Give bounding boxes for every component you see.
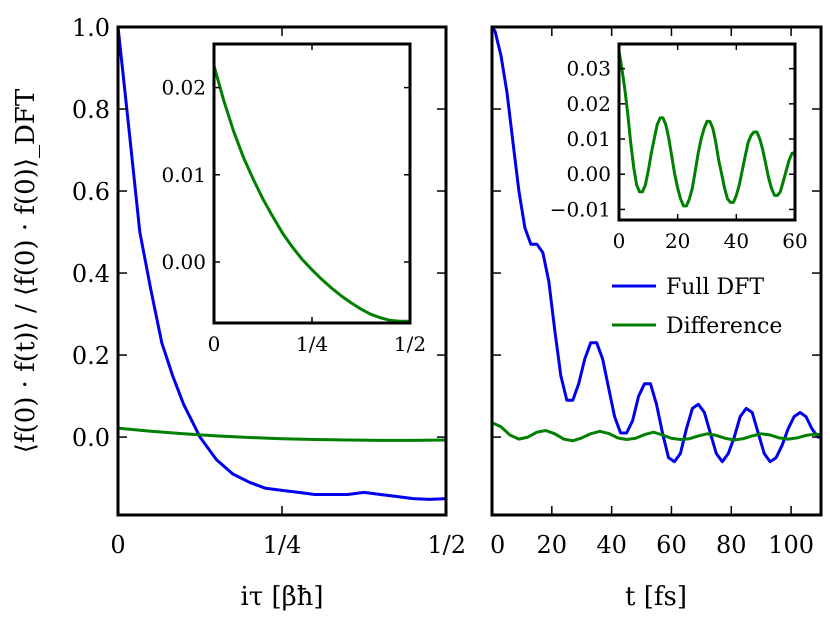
- legend-label-difference: Difference: [666, 314, 782, 339]
- left-main-ytick-label: 0.6: [72, 178, 110, 206]
- right-main-series-layer: [492, 27, 821, 464]
- right-inset-ytick-label: 0.00: [566, 162, 611, 186]
- right-main-xtick-label: 60: [656, 531, 687, 559]
- left-main-ytick-label: 0.8: [72, 96, 110, 124]
- left-main-xtick-label: 1/2: [427, 531, 466, 559]
- left-main-series-layer: [118, 27, 446, 501]
- right-inset-series-layer: [619, 50, 795, 208]
- left-inset-yticks: 0.00 0.01 0.02: [161, 76, 410, 274]
- right-inset-ytick-label: 0.01: [566, 127, 611, 151]
- left-main-ytick-label: 0.0: [72, 424, 110, 452]
- right-panel: 0 20 40 60 80 100 0 20 40 60 −0.01 0.00 0.01 0.02 0.…: [490, 25, 823, 559]
- legend: Full DFT Difference: [612, 275, 782, 339]
- left-inset-ytick-label: 0.02: [161, 76, 206, 100]
- right-inset-xtick-label: 40: [724, 229, 749, 253]
- left-main-frame: [116, 25, 448, 517]
- left-main-ytick-label: 0.2: [72, 342, 110, 370]
- left-xlabel: iτ [βħ]: [240, 582, 323, 612]
- left-main-ytick-label: 1.0: [72, 14, 110, 42]
- left-inset-xtick-label: 1/2: [394, 332, 426, 356]
- left-main-ytick-label: 0.4: [72, 260, 110, 288]
- left-main-series-full-dft: [118, 27, 446, 501]
- left-inset-ytick-label: 0.01: [161, 163, 206, 187]
- left-inset-series-difference: [214, 65, 410, 323]
- right-xlabel: t [fs]: [625, 582, 687, 612]
- left-main-xtick-label: 0: [110, 531, 125, 559]
- left-main-xtick-label: 1/4: [263, 531, 302, 559]
- right-main-series-full-dft: [492, 27, 821, 464]
- left-main-series-difference: [118, 426, 446, 442]
- right-main-frame: [490, 25, 823, 517]
- left-inset-frame: [212, 42, 412, 325]
- right-main-xtick-label: 20: [537, 531, 568, 559]
- left-main-yticks: 0.0 0.2 0.4 0.6 0.8 1.0: [72, 14, 446, 452]
- left-inset-xtick-label: 1/4: [296, 332, 328, 356]
- left-inset-xticks: 0 1/4 1/2: [208, 44, 426, 356]
- right-main-xtick-label: 40: [596, 531, 627, 559]
- legend-label-full-dft: Full DFT: [666, 275, 764, 300]
- right-inset-yticks: −0.01 0.00 0.01 0.02 0.03: [550, 57, 795, 221]
- right-main-xtick-label: 100: [768, 531, 814, 559]
- left-ylabel: ⟨f(0) · f(t)⟩ / ⟨f(0) · f(0)⟩_DFT: [11, 88, 41, 453]
- left-panel: 0 1/4 1/2 0.00.20.40.60.81.0 0 1/4 1/2 0.000…: [72, 14, 466, 559]
- right-main-series-difference: [492, 421, 821, 443]
- right-main-xtick-label: 80: [716, 531, 747, 559]
- right-inset-background: [619, 44, 795, 220]
- right-inset-ytick-label: 0.03: [566, 57, 611, 81]
- right-inset-ytick-label: 0.02: [566, 92, 611, 116]
- right-inset-xtick-label: 20: [665, 229, 690, 253]
- right-main-xtick-label: 0: [490, 531, 505, 559]
- right-inset-series-difference: [619, 50, 795, 208]
- right-inset-xtick-label: 60: [782, 229, 807, 253]
- right-inset-xtick-label: 0: [613, 229, 626, 253]
- left-inset-xtick-label: 0: [208, 332, 221, 356]
- left-inset-ytick-label: 0.00: [161, 250, 206, 274]
- left-inset-series-layer: [214, 65, 410, 323]
- right-inset-ytick-label: −0.01: [550, 197, 611, 221]
- left-inset-background: [214, 44, 410, 323]
- right-main-xticks: 0 20 40 60 80 100: [490, 27, 814, 559]
- right-inset-frame: [617, 42, 797, 222]
